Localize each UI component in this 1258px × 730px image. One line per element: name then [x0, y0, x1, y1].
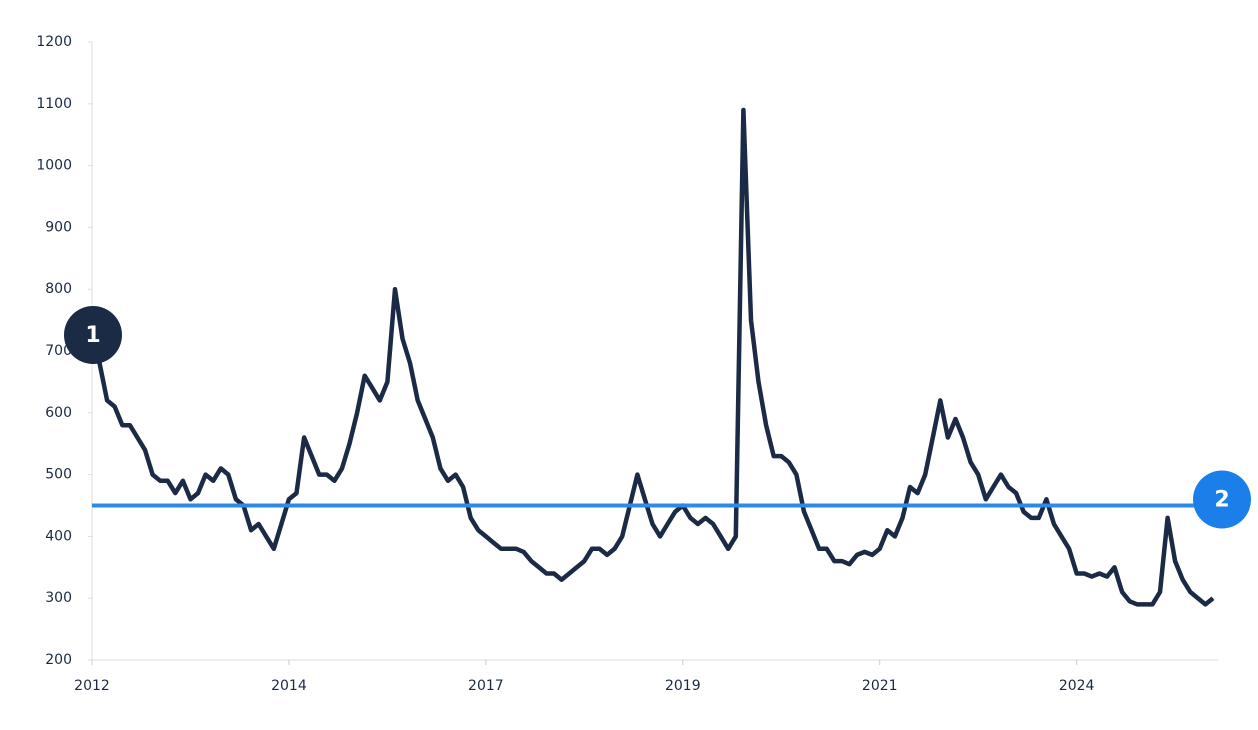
y-tick-label: 200	[45, 652, 72, 668]
y-tick-label: 700	[45, 343, 72, 359]
price-line	[90, 107, 1215, 607]
y-tick-label: 600	[45, 405, 72, 421]
x-tick-label: 2021	[862, 678, 898, 694]
marker-2-label: 2	[1214, 488, 1229, 513]
x-tick-label: 2024	[1059, 678, 1095, 694]
y-tick-label: 800	[45, 281, 72, 297]
y-tick-label: 1200	[36, 34, 72, 50]
marker-1-label: 1	[85, 323, 100, 348]
x-tick-label: 2014	[271, 678, 307, 694]
y-tick-label: 900	[45, 219, 72, 235]
y-tick-label: 300	[45, 590, 72, 606]
y-tick-label: 500	[45, 467, 72, 483]
y-tick-label: 1100	[36, 96, 72, 112]
marker-2	[1193, 470, 1251, 529]
x-tick-label: 2019	[665, 678, 701, 694]
y-tick-label: 1000	[36, 158, 72, 174]
x-tick-label: 2017	[468, 678, 504, 694]
marker-1	[64, 306, 122, 364]
y-tick-label: 400	[45, 528, 72, 544]
x-tick-label: 2012	[74, 678, 110, 694]
